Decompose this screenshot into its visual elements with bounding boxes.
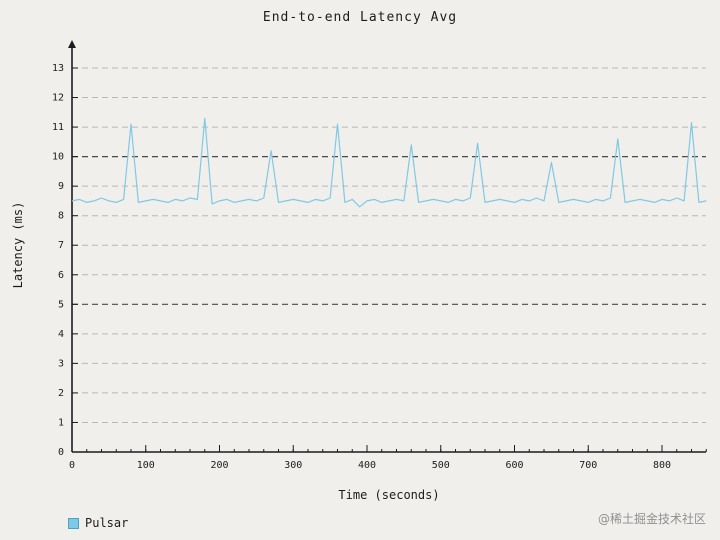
svg-text:0: 0	[69, 460, 75, 471]
svg-text:4: 4	[58, 329, 64, 340]
y-axis-label: Latency (ms)	[11, 201, 25, 289]
svg-text:12: 12	[52, 93, 64, 104]
svg-text:10: 10	[52, 152, 64, 163]
chart-title: End-to-end Latency Avg	[262, 10, 458, 25]
svg-text:500: 500	[432, 460, 450, 471]
svg-text:0: 0	[58, 447, 64, 458]
svg-text:800: 800	[653, 460, 671, 471]
svg-text:7: 7	[58, 240, 64, 251]
svg-text:3: 3	[58, 358, 64, 369]
svg-text:1: 1	[58, 417, 64, 428]
svg-text:13: 13	[52, 63, 64, 74]
svg-text:700: 700	[579, 460, 597, 471]
svg-text:8: 8	[58, 211, 64, 222]
svg-text:100: 100	[137, 460, 155, 471]
svg-text:6: 6	[58, 270, 64, 281]
svg-text:9: 9	[58, 181, 64, 192]
svg-text:600: 600	[505, 460, 523, 471]
svg-text:11: 11	[52, 122, 64, 133]
svg-text:5: 5	[58, 299, 64, 310]
svg-text:200: 200	[210, 460, 228, 471]
svg-text:300: 300	[284, 460, 302, 471]
x-axis-label: Time (seconds)	[338, 488, 440, 502]
legend: Pulsar	[68, 516, 128, 530]
svg-text:2: 2	[58, 388, 64, 399]
legend-label: Pulsar	[85, 516, 129, 530]
legend-swatch-icon	[68, 517, 79, 529]
svg-text:400: 400	[358, 460, 376, 471]
watermark: @稀土掘金技术社区	[597, 512, 706, 526]
